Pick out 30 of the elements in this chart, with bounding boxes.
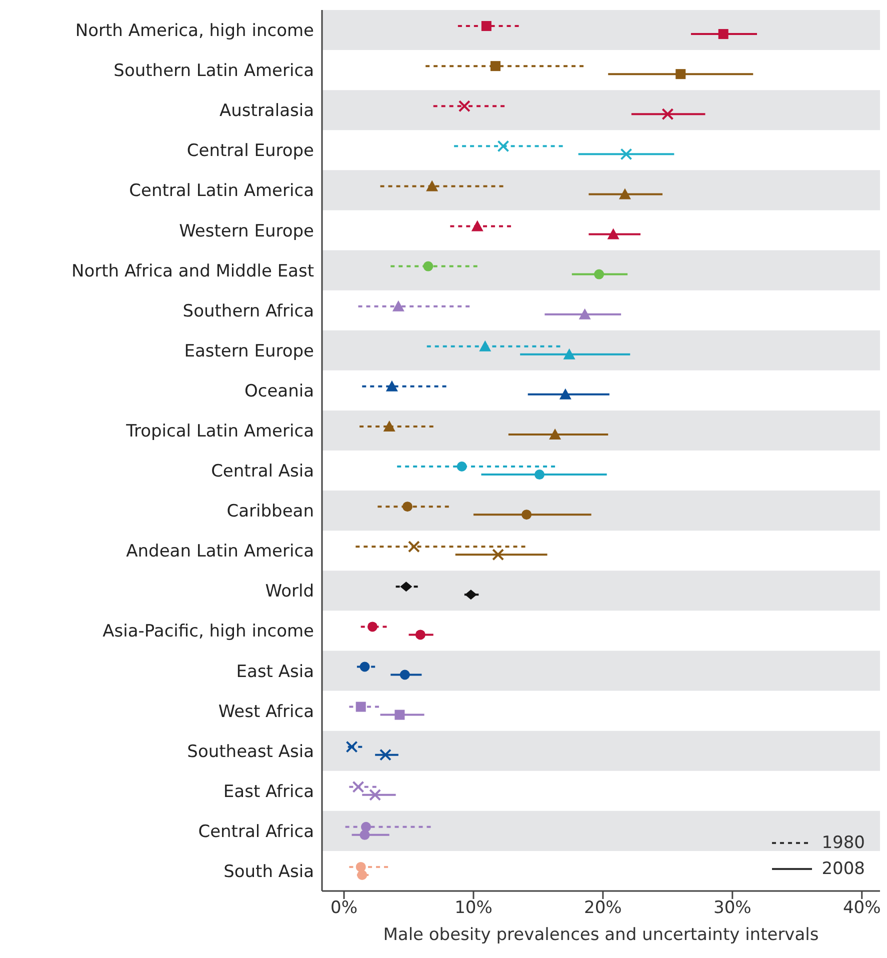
y-tick-label: West Africa xyxy=(218,702,314,722)
y-tick-label: Western Europe xyxy=(179,221,314,242)
y-tick-label: Central Europe xyxy=(186,141,314,162)
y-tick-label: Central Asia xyxy=(211,462,314,482)
y-tick-label: Asia-Pacific, high income xyxy=(102,622,314,642)
y-tick-label: Andean Latin America xyxy=(126,542,314,562)
x-axis-title: Male obesity prevalences and uncertainty intervals xyxy=(383,925,819,945)
x-tick-label: 30% xyxy=(714,898,752,918)
y-tick-label: Central Africa xyxy=(198,822,314,842)
x-tick-label: 10% xyxy=(454,898,492,918)
y-tick-label: Oceania xyxy=(244,381,314,402)
text: 2008 xyxy=(822,858,865,881)
y-tick-label: Australasia xyxy=(220,101,314,122)
y-tick-label: South Asia xyxy=(224,862,314,882)
y-tick-label: Eastern Europe xyxy=(184,341,314,362)
text: 1980 xyxy=(822,832,865,855)
y-tick-label: North America, high income xyxy=(75,21,314,42)
x-tick-label: 20% xyxy=(584,898,622,918)
y-tick-label: Southeast Asia xyxy=(187,742,314,762)
y-tick-label: East Asia xyxy=(236,662,314,682)
y-tick-label: Southern Latin America xyxy=(114,61,314,82)
y-tick-label: World xyxy=(265,582,314,602)
y-tick-label: North Africa and Middle East xyxy=(72,261,314,282)
y-tick-label: Tropical Latin America xyxy=(125,422,314,442)
y-tick-label: Southern Africa xyxy=(182,301,314,322)
y-tick-label: Central Latin America xyxy=(129,181,314,202)
y-tick-label: Caribbean xyxy=(226,502,314,522)
x-tick-label: 40% xyxy=(842,898,881,918)
x-tick-label: 0% xyxy=(330,898,358,918)
y-tick-label: East Africa xyxy=(223,782,314,802)
